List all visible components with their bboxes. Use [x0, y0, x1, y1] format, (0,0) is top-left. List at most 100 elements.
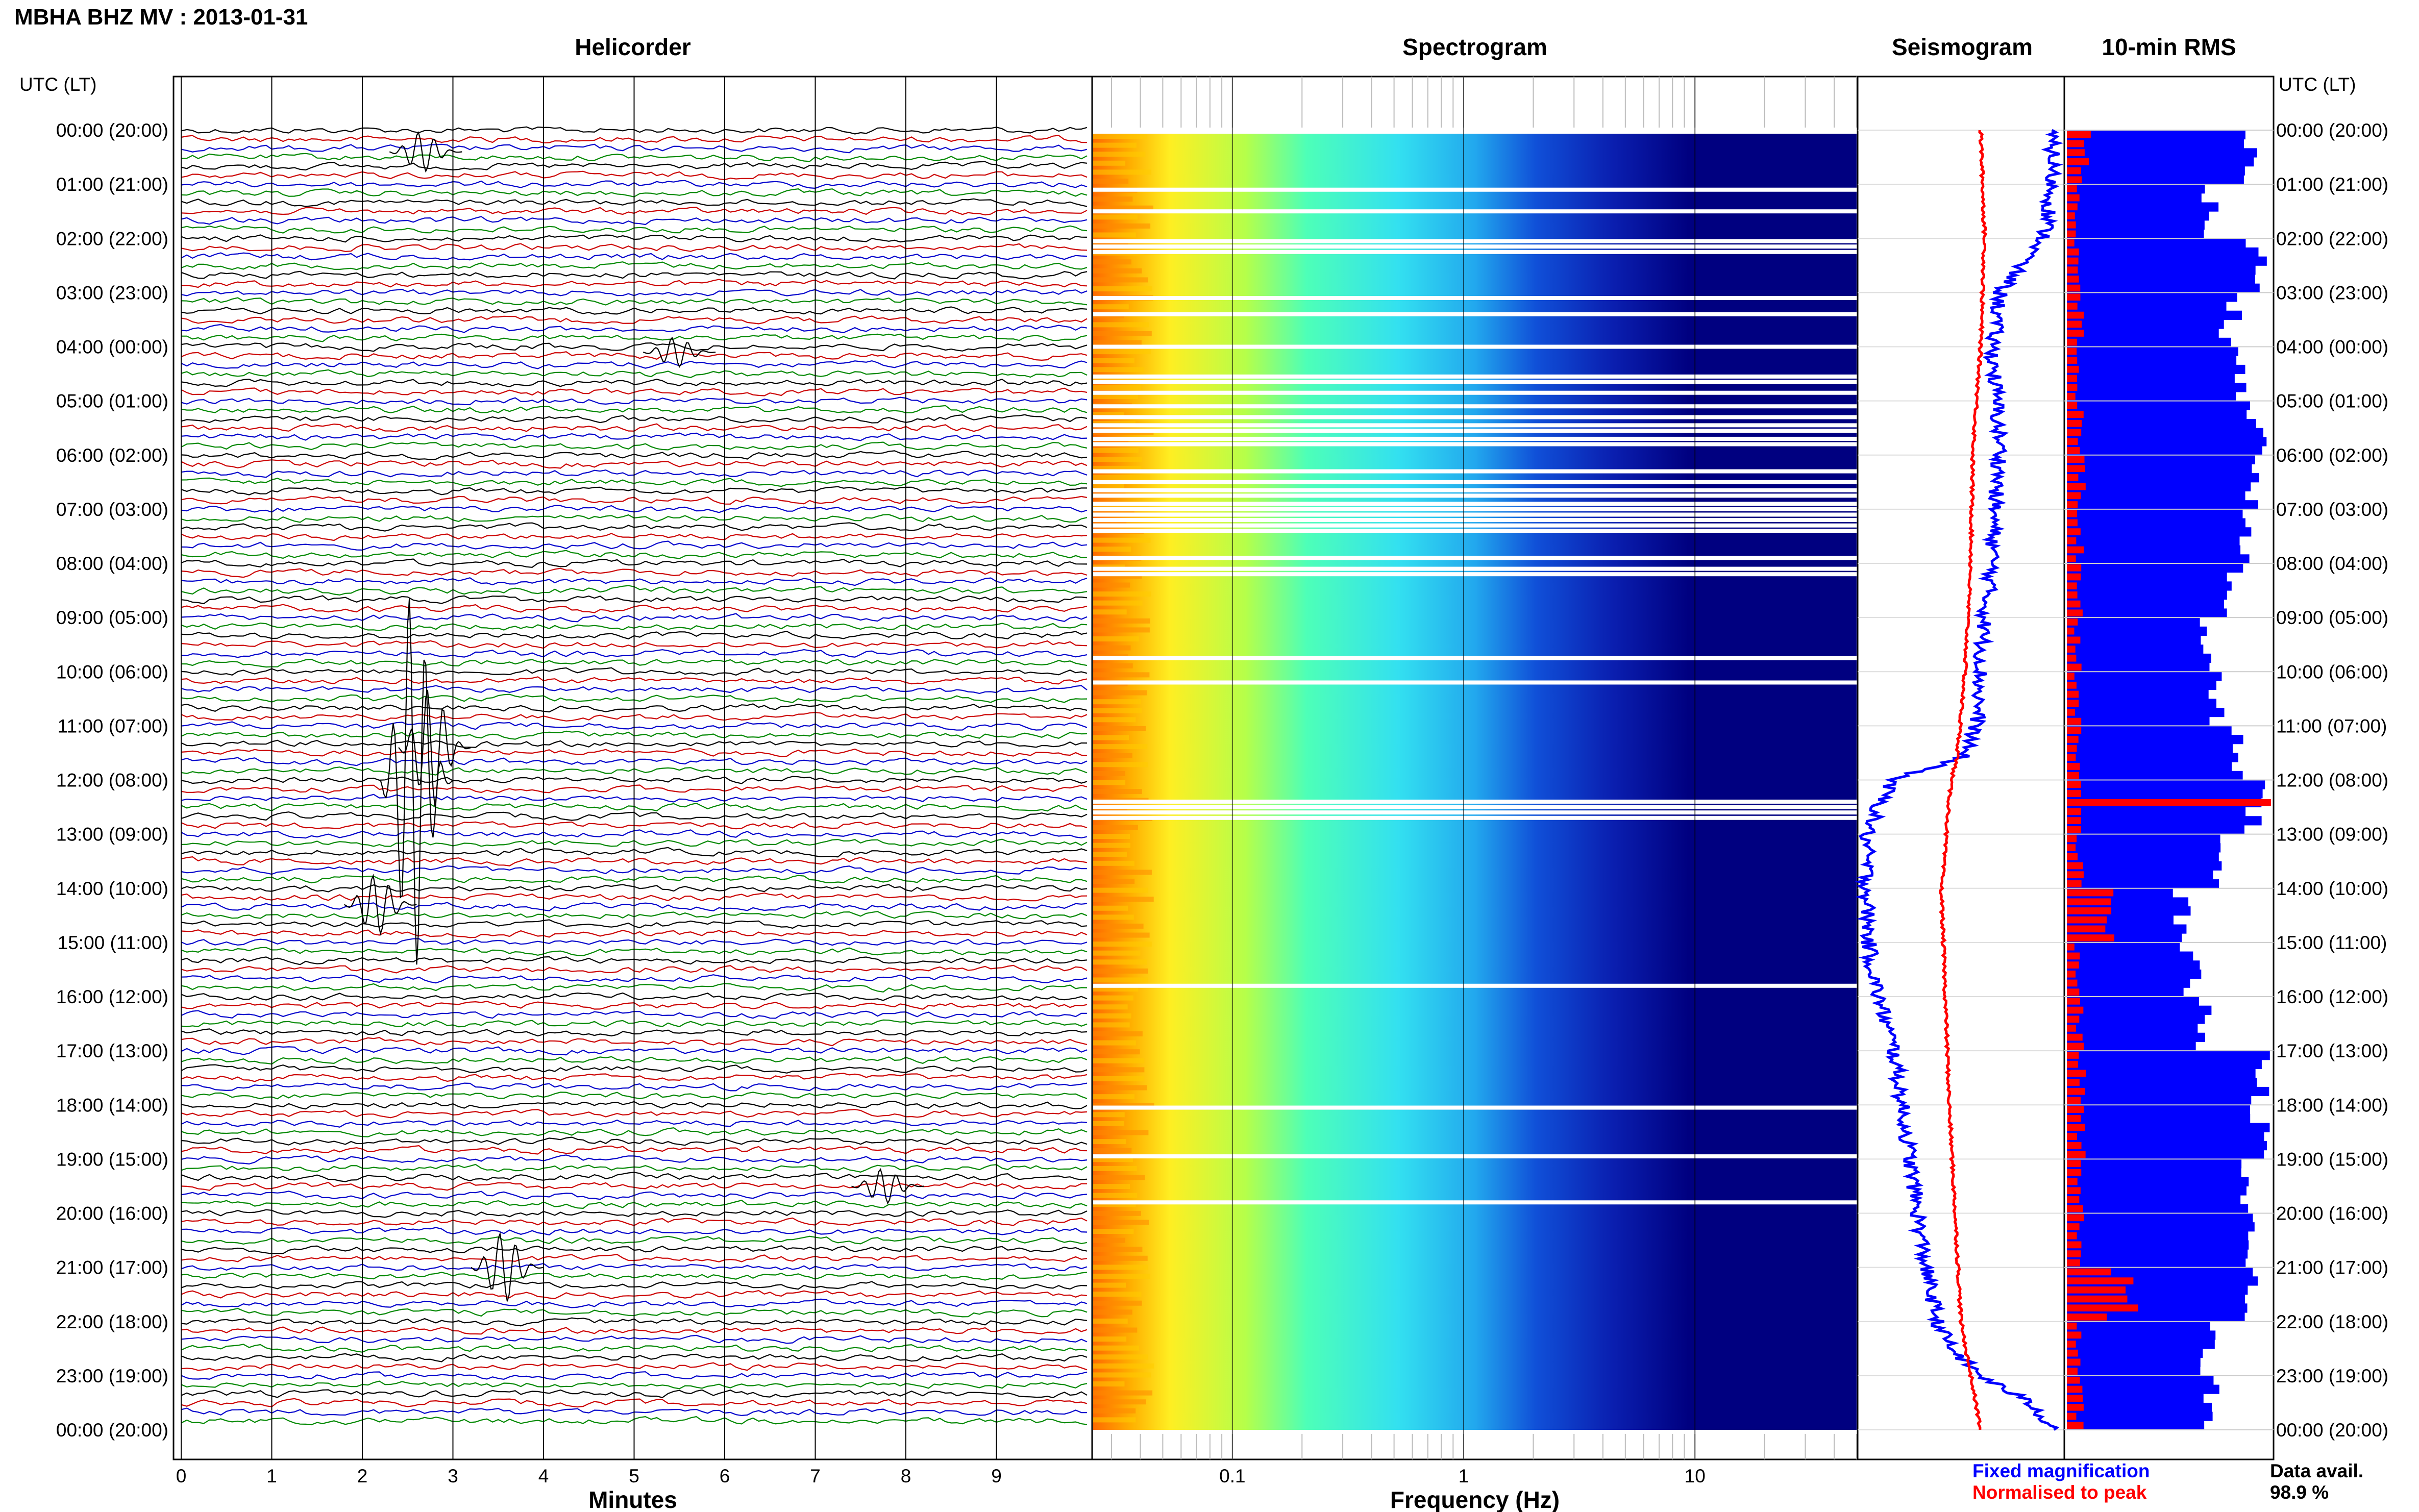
rms-fixed-bar	[2067, 1078, 2257, 1087]
hour-label: 01:00 (21:00)	[56, 174, 168, 195]
spectrogram-streak	[1093, 259, 1131, 265]
rms-normalised-bar	[2067, 474, 2079, 481]
rms-normalised-bar	[2067, 348, 2077, 355]
rms-normalised-bar	[2067, 537, 2077, 544]
hour-label: 08:00 (04:00)	[56, 553, 168, 574]
rms-normalised-bar	[2067, 528, 2081, 535]
spectrogram-streak	[1093, 304, 1129, 310]
helicorder-event	[471, 1231, 544, 1302]
spectrogram-streak	[1093, 1175, 1145, 1180]
rms-normalised-bar	[2067, 438, 2078, 445]
rms-fixed-bar	[2067, 708, 2225, 717]
hour-label: 09:00 (05:00)	[56, 607, 168, 628]
spectrogram-gap	[1093, 556, 1857, 560]
spectrogram-streak	[1093, 1372, 1151, 1378]
rms-normalised-bar	[2067, 1079, 2080, 1086]
spectrogram-streak	[1093, 205, 1153, 211]
spectrogram-streak	[1093, 762, 1148, 767]
rms-normalised-bar	[2067, 1124, 2085, 1131]
rms-normalised-bar	[2067, 907, 2112, 914]
hour-label: 22:00 (18:00)	[2276, 1311, 2388, 1332]
rms-normalised-bar	[2067, 555, 2076, 562]
spectrogram-gap	[1093, 404, 1857, 409]
hour-label: 02:00 (22:00)	[2276, 228, 2388, 249]
hour-label: 07:00 (03:00)	[56, 499, 168, 520]
rms-normalised-bar	[2067, 1015, 2080, 1023]
helicorder-panel: 0 1 2 3 4 5 6 7 8 9	[172, 76, 1093, 1486]
rms-fixed-bar	[2067, 653, 2211, 663]
spectrogram-data-gaps	[1093, 187, 1857, 1205]
spectrogram-streak	[1093, 241, 1128, 247]
spectrogram-streak	[1093, 214, 1138, 220]
spectrogram-streak	[1093, 439, 1129, 444]
spectrogram-streak	[1093, 1327, 1138, 1333]
rms-fixed-bar	[2067, 401, 2251, 410]
hour-label: 12:00 (08:00)	[56, 770, 168, 791]
rms-normalised-bar	[2067, 1214, 2084, 1222]
spectrogram-streak	[1093, 807, 1127, 812]
rms-fixed-bar	[2067, 780, 2265, 789]
hour-labels-left: 00:00 (20:00) 01:00 (21:00) 02:00 (22:00) 0…	[56, 120, 168, 1441]
helicorder-x-tick-label: 8	[901, 1466, 911, 1486]
spectrogram-x-axis-label: Frequency (Hz)	[1390, 1486, 1560, 1512]
rms-normalised-bar	[2067, 736, 2079, 743]
rms-normalised-bar	[2067, 212, 2075, 219]
rms-fixed-bar	[2067, 843, 2221, 853]
rms-fixed-bar	[2067, 1367, 2201, 1376]
spectrogram-streak	[1093, 744, 1148, 750]
rms-normalised-bar	[2067, 1341, 2076, 1348]
spectrogram-streak	[1093, 726, 1146, 731]
hour-label: 16:00 (12:00)	[2276, 986, 2388, 1007]
rms-normalised-bar	[2067, 681, 2077, 689]
hour-label: 14:00 (10:00)	[2276, 878, 2388, 899]
spectrogram-streak	[1093, 950, 1141, 956]
hour-label: 14:00 (10:00)	[56, 878, 168, 899]
rms-fixed-bar	[2067, 572, 2227, 582]
rms-normalised-bar	[2067, 1151, 2086, 1158]
rms-normalised-bar	[2067, 1403, 2084, 1411]
rms-normalised-bar	[2067, 826, 2081, 833]
helicorder-event	[343, 874, 417, 936]
rms-fixed-bar	[2067, 1123, 2270, 1132]
hour-label: 13:00 (09:00)	[56, 824, 168, 845]
rms-fixed-bars	[2067, 130, 2270, 1430]
rms-fixed-bar	[2067, 193, 2202, 203]
rms-fixed-bar	[2067, 518, 2245, 528]
rms-fixed-bar	[2067, 391, 2236, 402]
rms-normalised-bar	[2067, 185, 2077, 192]
spectrogram-streak	[1093, 448, 1139, 453]
rms-fixed-bar	[2067, 861, 2222, 871]
rms-fixed-bar	[2067, 753, 2238, 762]
spectrogram-streak	[1093, 465, 1142, 471]
spectrogram-streak	[1093, 870, 1152, 875]
hour-label: 10:00 (06:00)	[56, 661, 168, 682]
rms-fixed-bar	[2067, 662, 2210, 672]
rms-normalised-bar	[2067, 230, 2076, 238]
spectrogram-streak	[1093, 394, 1138, 400]
spectrogram-streak	[1093, 537, 1151, 543]
rms-normalised-bar	[2067, 1070, 2086, 1077]
spectrogram-streak	[1093, 878, 1135, 884]
rms-fixed-bar	[2067, 834, 2220, 844]
hour-label: 01:00 (21:00)	[2276, 174, 2388, 195]
spectrogram-gap	[1093, 312, 1857, 316]
spectrogram-streak	[1093, 1184, 1130, 1189]
spectrogram-streak	[1093, 385, 1141, 390]
spectrogram-streak	[1093, 331, 1152, 336]
spectrogram-streak	[1093, 897, 1154, 902]
spectrogram-gap	[1093, 480, 1857, 484]
helicorder-x-tick-label: 5	[629, 1466, 639, 1486]
rms-fixed-bar	[2067, 645, 2204, 654]
spectrogram-streak	[1093, 941, 1152, 947]
hour-label: 07:00 (03:00)	[2276, 499, 2388, 520]
spectrogram-gap	[1093, 518, 1857, 523]
rms-fixed-bar	[2067, 527, 2252, 537]
rms-fixed-bar	[2067, 987, 2184, 997]
rms-fixed-bar	[2067, 473, 2259, 483]
rms-fixed-bar	[2067, 157, 2254, 167]
spectrogram-streak	[1093, 1067, 1145, 1073]
rms-normalised-bar	[2067, 654, 2077, 662]
spectrogram-streak	[1093, 1148, 1132, 1153]
rms-fixed-bar	[2067, 1113, 2251, 1124]
plot-title: MBHA BHZ MV : 2013-01-31	[14, 5, 308, 30]
